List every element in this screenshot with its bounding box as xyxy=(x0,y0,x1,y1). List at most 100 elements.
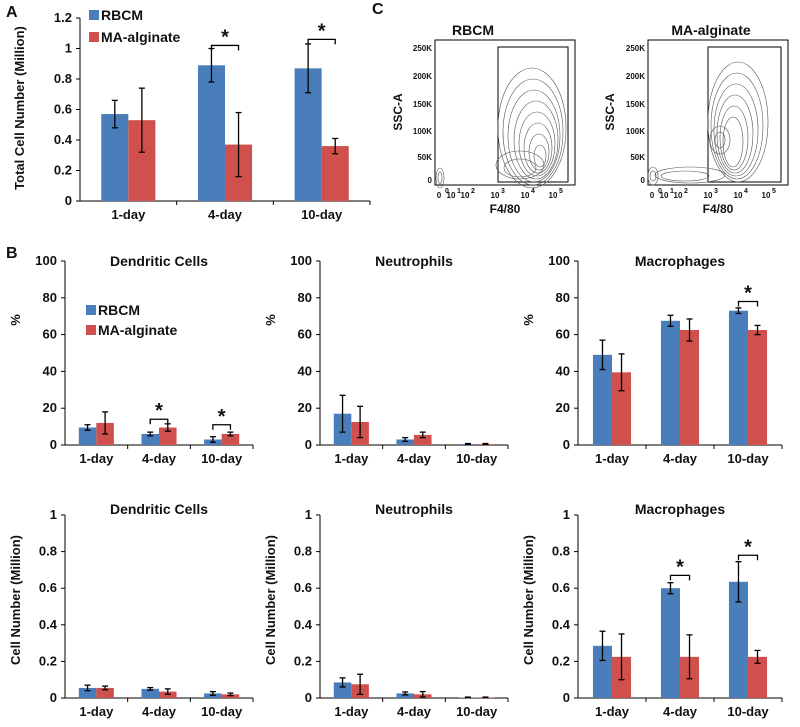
significance-star: * xyxy=(155,400,163,422)
x-tick-label: 1-day xyxy=(111,207,146,222)
legend-label-ma: MA-alginate xyxy=(101,29,181,45)
legend-a: RBCM MA-alginate xyxy=(89,7,181,45)
x-tick-label: 10-day xyxy=(201,704,243,719)
flow-x-tick-exponent: 2 xyxy=(684,188,688,195)
flow-y-tick-label: 200K xyxy=(413,72,432,81)
y-tick-label: 100 xyxy=(35,253,57,268)
flow-ylabel: SSC-A xyxy=(391,93,405,131)
flow-x-tick-label: 10 xyxy=(447,191,456,200)
bar xyxy=(221,433,240,445)
significance-star: * xyxy=(744,282,752,304)
flow-y-tick-label: 150K xyxy=(413,100,432,109)
chart-neutrophils-percent: 0 20 40 60 80 100% Neutrophils 1-day 4-day 10-day xyxy=(263,253,509,466)
significance-star: * xyxy=(318,20,326,42)
x-tick-label: 1-day xyxy=(595,451,630,466)
y-tick-label: 0.2 xyxy=(294,653,312,668)
y-tick-label: 0 xyxy=(65,193,72,208)
legend-label-ma-b: MA-alginate xyxy=(98,322,178,338)
legend-swatch-ma-b xyxy=(86,325,96,335)
y-tick-label: 0.4 xyxy=(552,617,571,632)
y-tick-label: 0.4 xyxy=(39,617,58,632)
y-axis-label: % xyxy=(263,314,278,326)
flow-x-tick-exponent: 5 xyxy=(559,188,563,195)
y-tick-label: 0.8 xyxy=(294,544,312,559)
flow-x-tick-label: 10 xyxy=(674,191,683,200)
y-tick-label: 0 xyxy=(563,437,570,452)
x-tick-label: 4-day xyxy=(208,207,243,222)
x-tick-label: 4-day xyxy=(663,451,698,466)
x-tick-label: 1-day xyxy=(79,451,114,466)
y-tick-label: 0.6 xyxy=(54,102,72,117)
bar xyxy=(197,65,225,202)
y-tick-label: 40 xyxy=(298,363,312,378)
flow-x-tick-exponent: 1 xyxy=(457,188,461,195)
y-tick-label: 0.6 xyxy=(39,580,57,595)
bar xyxy=(414,434,432,445)
flow-ylabel: SSC-A xyxy=(603,93,617,131)
chart-dendritic-count: 0 0.2 0.4 0.6 0.8 1 Cell Number (Million) Dendr… xyxy=(8,501,254,719)
bar xyxy=(728,310,748,445)
x-tick-label: 1-day xyxy=(595,704,630,719)
significance-bracket xyxy=(212,424,232,430)
x-tick-label: 1-day xyxy=(334,451,369,466)
legend-swatch-rbcm xyxy=(89,10,99,20)
significance-bracket xyxy=(737,300,759,307)
flow-title: MA-alginate xyxy=(671,22,751,38)
legend-swatch-rbcm-b xyxy=(86,305,96,315)
significance-star: * xyxy=(676,556,684,578)
x-tick-label: 10-day xyxy=(456,704,498,719)
x-tick-label: 4-day xyxy=(663,704,698,719)
chart-title: Dendritic Cells xyxy=(110,501,208,517)
y-tick-label: 0.4 xyxy=(54,132,73,147)
significance-bracket xyxy=(149,418,169,425)
legend-label-rbcm-b: RBCM xyxy=(98,302,140,318)
flow-x-tick-label: 0 xyxy=(650,191,655,200)
flow-y-tick-label: 150K xyxy=(626,100,645,109)
flow-y-tick-label: 50K xyxy=(630,153,645,162)
y-tick-label: 20 xyxy=(43,400,57,415)
flow-y-tick-label: 50K xyxy=(417,153,432,162)
flow-x-tick-label: 10 xyxy=(762,191,771,200)
x-tick-label: 1-day xyxy=(334,704,369,719)
y-axis-label: Cell Number (Million) xyxy=(263,535,278,665)
y-tick-label: 0 xyxy=(305,690,312,705)
y-tick-label: 1 xyxy=(305,507,312,522)
y-tick-label: 40 xyxy=(43,363,57,378)
y-tick-label: 100 xyxy=(290,253,312,268)
significance-star: * xyxy=(221,26,229,48)
flow-y-tick-label: 100K xyxy=(413,127,432,136)
y-tick-label: 100 xyxy=(548,253,570,268)
flow-x-tick-label: 10 xyxy=(734,191,743,200)
bar xyxy=(96,687,114,698)
bar xyxy=(592,645,612,698)
y-axis-label: % xyxy=(8,314,23,326)
y-axis-label: Total Cell Number (Million) xyxy=(12,26,27,190)
chart-neutrophils-count: 0 0.2 0.4 0.6 0.8 1 Cell Number (Million) Neutr… xyxy=(263,501,509,719)
significance-bracket xyxy=(737,554,759,561)
flow-x-tick-exponent: 4 xyxy=(531,188,535,195)
flow-y-tick-label: 250K xyxy=(626,44,645,53)
bar xyxy=(680,330,700,445)
bar xyxy=(159,427,177,445)
y-axis-label: Cell Number (Million) xyxy=(8,535,23,665)
chart-macrophages-count: 0 0.2 0.4 0.6 0.8 1 Cell Number (Million) Macro… xyxy=(521,501,783,719)
y-tick-label: 0 xyxy=(50,690,57,705)
y-tick-label: 60 xyxy=(298,327,312,342)
bar xyxy=(321,146,349,201)
y-tick-label: 0.4 xyxy=(294,617,313,632)
chart-title: Neutrophils xyxy=(375,253,453,269)
bar xyxy=(592,354,612,445)
y-tick-label: 0.8 xyxy=(552,544,570,559)
flow-x-tick-label: 10 xyxy=(491,191,500,200)
y-tick-label: 0.2 xyxy=(39,653,57,668)
x-tick-label: 4-day xyxy=(142,704,177,719)
flow-x-tick-label: 10 xyxy=(461,191,470,200)
y-tick-label: 0.2 xyxy=(54,163,72,178)
significance-star: * xyxy=(218,406,226,428)
x-tick-label: 10-day xyxy=(301,207,343,222)
flow-plot-ma-alginate: MA-alginate SSC-A F4/80 250K200K150K100K… xyxy=(603,22,789,216)
y-tick-label: 0.6 xyxy=(552,580,570,595)
flow-x-tick-label: 0 xyxy=(437,191,442,200)
flow-x-tick-exponent: 1 xyxy=(670,188,674,195)
y-tick-label: 20 xyxy=(298,400,312,415)
